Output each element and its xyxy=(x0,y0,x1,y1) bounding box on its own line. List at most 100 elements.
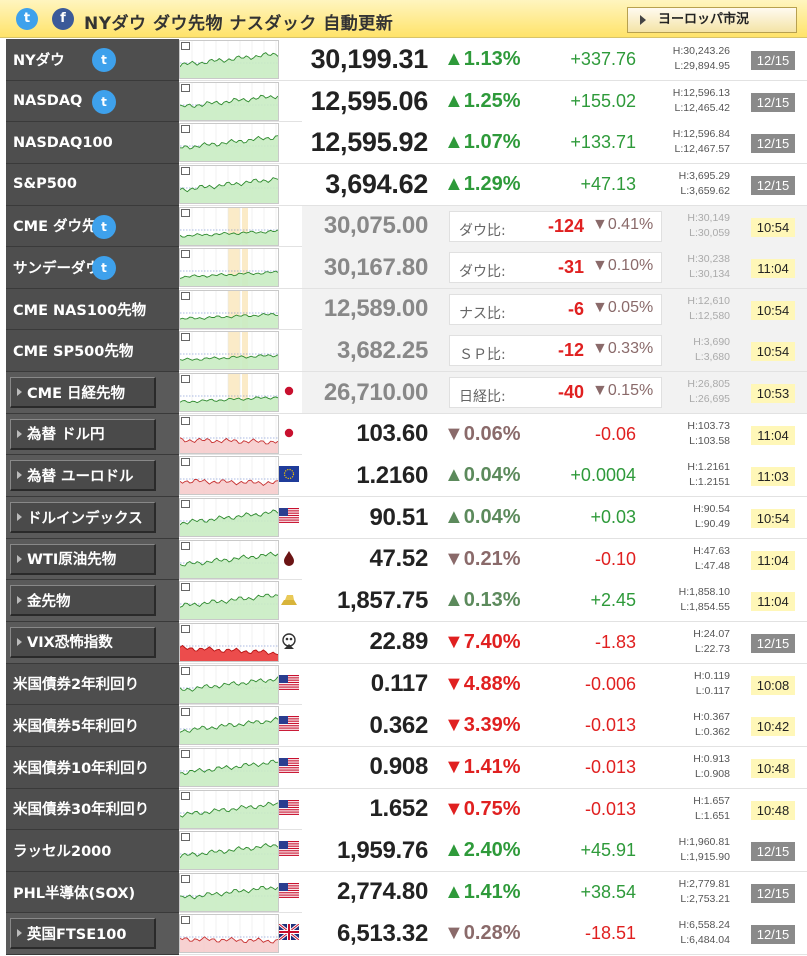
mini-chart[interactable] xyxy=(179,664,279,704)
expand-chart-icon[interactable] xyxy=(181,83,190,92)
expand-chart-icon[interactable] xyxy=(181,291,190,300)
update-time: 10:48 xyxy=(751,800,795,820)
market-name-cell[interactable]: S&P500 xyxy=(6,163,179,206)
mini-chart[interactable] xyxy=(179,248,279,288)
twitter-icon[interactable]: t xyxy=(92,214,116,239)
row-background xyxy=(302,455,807,497)
mini-chart[interactable] xyxy=(179,872,279,912)
market-name-button[interactable]: WTI原油先物 xyxy=(10,543,156,575)
mini-chart[interactable] xyxy=(179,414,279,454)
market-name-cell[interactable]: 英国FTSE100 xyxy=(6,913,179,956)
twitter-icon[interactable]: t xyxy=(92,48,116,72)
market-name-cell[interactable]: NASDAQ t xyxy=(6,80,179,123)
mini-chart[interactable] xyxy=(179,539,279,579)
mini-chart[interactable] xyxy=(179,581,279,621)
expand-chart-icon[interactable] xyxy=(181,583,190,592)
comparison-diff: -40 xyxy=(557,382,584,403)
mini-chart[interactable] xyxy=(179,164,279,204)
expand-chart-icon[interactable] xyxy=(181,541,190,550)
expand-chart-icon[interactable] xyxy=(181,375,190,384)
high-value: H:0.119 xyxy=(694,669,730,682)
market-name-button[interactable]: CME 日経先物 xyxy=(10,377,156,409)
expand-chart-icon[interactable] xyxy=(181,42,190,50)
market-name-cell[interactable]: NASDAQ100 xyxy=(6,122,179,164)
mini-chart[interactable] xyxy=(179,498,279,538)
market-name: VIX恐怖指数 xyxy=(27,635,113,652)
market-name-button[interactable]: 為替 ドル円 xyxy=(10,418,156,450)
market-name-cell[interactable]: 米国債券30年利回り xyxy=(6,788,179,831)
mini-chart[interactable] xyxy=(179,289,279,329)
market-name-cell[interactable]: 米国債券5年利回り xyxy=(6,705,179,747)
market-row: 英国FTSE100 6,513.32 ▼0.28% -18.51 H:6,558.24 L… xyxy=(6,913,807,956)
high-value: H:2,779.81 xyxy=(678,877,730,890)
change-value: -0.006 xyxy=(584,673,636,694)
mini-chart[interactable] xyxy=(179,622,279,662)
expand-chart-icon[interactable] xyxy=(181,125,190,134)
expand-chart-icon[interactable] xyxy=(181,208,190,217)
price-value: 26,710.00 xyxy=(323,378,428,406)
mini-chart[interactable] xyxy=(179,206,279,246)
market-row: 米国債券10年利回り 0.908 ▼1.41% -0.013 H:0.913 L:0.90… xyxy=(6,746,807,789)
market-name-cell[interactable]: CME 日経先物 xyxy=(6,372,179,414)
expand-chart-icon[interactable] xyxy=(181,458,190,467)
high-low: H:12,596.13 L:12,465.42 xyxy=(648,86,730,116)
expand-chart-icon[interactable] xyxy=(181,833,190,842)
market-name-cell[interactable]: 米国債券10年利回り xyxy=(6,746,179,789)
mini-chart[interactable] xyxy=(179,747,279,787)
expand-chart-icon[interactable] xyxy=(181,333,190,342)
mini-chart[interactable] xyxy=(179,40,279,79)
price-value: 0.908 xyxy=(369,753,428,781)
expand-chart-icon[interactable] xyxy=(181,916,190,925)
market-name-cell[interactable]: WTI原油先物 xyxy=(6,538,179,581)
market-name-button[interactable]: 為替 ユーロドル xyxy=(10,460,156,492)
expand-chart-icon[interactable] xyxy=(181,624,190,633)
mini-chart[interactable] xyxy=(179,81,279,121)
mini-chart[interactable] xyxy=(179,123,279,163)
market-name-cell[interactable]: CME SP500先物 xyxy=(6,330,179,373)
mini-chart[interactable] xyxy=(179,914,279,954)
facebook-icon[interactable]: f xyxy=(52,8,74,30)
market-name-cell[interactable]: NYダウ t xyxy=(6,39,179,81)
expand-chart-icon[interactable] xyxy=(181,166,190,175)
market-name-cell[interactable]: ドルインデックス xyxy=(6,497,179,539)
change-value: -0.06 xyxy=(594,423,636,444)
market-name-cell[interactable]: CME ダウ先物 t xyxy=(6,205,179,248)
market-name-cell[interactable]: 為替 ドル円 xyxy=(6,413,179,456)
mini-chart[interactable] xyxy=(179,706,279,746)
market-name-cell[interactable]: サンデーダウ t xyxy=(6,247,179,289)
market-name-cell[interactable]: VIX恐怖指数 xyxy=(6,621,179,664)
comparison-box: ダウ比: -31 ▼0.10% xyxy=(449,252,662,284)
us-flag-icon xyxy=(279,716,299,734)
update-time: 12/15 xyxy=(751,175,795,195)
expand-chart-icon[interactable] xyxy=(181,874,190,883)
market-name-button[interactable]: VIX恐怖指数 xyxy=(10,626,156,658)
market-name-cell[interactable]: CME NAS100先物 xyxy=(6,288,179,331)
market-row: 為替 ユーロドル 1.2160 ▲0.04% +0.0004 H:1.2161 L:1.2… xyxy=(6,455,807,498)
expand-chart-icon[interactable] xyxy=(181,500,190,509)
expand-chart-icon[interactable] xyxy=(181,708,190,717)
twitter-icon[interactable]: t xyxy=(16,8,38,30)
market-name-button[interactable]: ドルインデックス xyxy=(10,502,156,534)
expand-chart-icon[interactable] xyxy=(181,250,190,259)
expand-chart-icon[interactable] xyxy=(181,666,190,675)
market-name-button[interactable]: 英国FTSE100 xyxy=(10,918,156,950)
twitter-icon[interactable]: t xyxy=(92,256,116,281)
mini-chart[interactable] xyxy=(179,831,279,871)
market-name-cell[interactable]: 金先物 xyxy=(6,580,179,622)
market-name-cell[interactable]: 米国債券2年利回り xyxy=(6,663,179,706)
europe-market-button[interactable]: ヨーロッパ市況 xyxy=(627,7,797,33)
twitter-icon[interactable]: t xyxy=(92,89,116,114)
mini-chart[interactable] xyxy=(179,373,279,413)
expand-chart-icon[interactable] xyxy=(181,416,190,425)
mini-chart[interactable] xyxy=(179,456,279,496)
market-name-button[interactable]: 金先物 xyxy=(10,585,156,617)
mini-chart[interactable] xyxy=(179,331,279,371)
market-name-cell[interactable]: PHL半導体(SOX) xyxy=(6,871,179,914)
expand-chart-icon[interactable] xyxy=(181,749,190,758)
mini-chart[interactable] xyxy=(179,789,279,829)
market-name-cell[interactable]: 為替 ユーロドル xyxy=(6,455,179,498)
market-name-cell[interactable]: ラッセル2000 xyxy=(6,830,179,872)
expand-chart-icon[interactable] xyxy=(181,791,190,800)
change-value: +2.45 xyxy=(590,590,636,611)
price-value: 3,694.62 xyxy=(325,168,428,199)
